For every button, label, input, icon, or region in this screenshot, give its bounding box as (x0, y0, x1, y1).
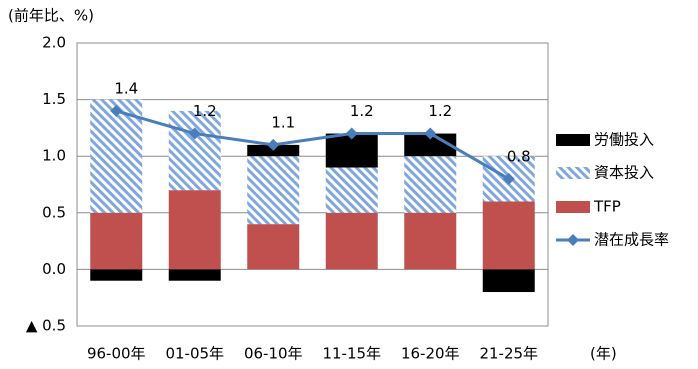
y-tick-label: 1.0 (42, 147, 66, 165)
legend-marker (567, 234, 579, 246)
data-label: 1.1 (271, 113, 295, 131)
plot-frame (76, 42, 549, 327)
line (115, 109, 510, 181)
y-axis-label: (前年比、%) (8, 7, 94, 25)
bar-segment (247, 224, 300, 270)
bar-segment (404, 156, 457, 213)
x-tick-label: 21-25年 (479, 345, 538, 363)
bar-segment (168, 110, 221, 191)
x-tick-label: 06-10年 (244, 345, 303, 363)
bar-segment (247, 156, 300, 225)
y-tick-label: 0.5 (42, 203, 66, 221)
data-label: 1.2 (193, 102, 217, 120)
line-marker (188, 127, 201, 140)
bar-segment (482, 201, 535, 270)
legend-label: 潜在成長率 (594, 231, 669, 249)
x-tick-label: 16-20年 (401, 345, 460, 363)
bar-segment (90, 269, 143, 281)
bar-segment (404, 133, 457, 157)
data-label: 1.2 (350, 102, 374, 120)
line-marker (424, 127, 437, 140)
bar-segment (325, 212, 378, 270)
data-label: 1.2 (428, 102, 452, 120)
y-tick-label: 2.0 (42, 34, 66, 52)
legend-swatch (556, 201, 590, 213)
legend-swatch (556, 134, 590, 146)
y-tick-label: ▲ 0.5 (26, 317, 66, 335)
line-marker (502, 172, 515, 185)
bar-segment (168, 269, 221, 281)
legend-label: 労働投入 (594, 131, 654, 149)
x-tick-label: 01-05年 (165, 345, 224, 363)
legend-label: 資本投入 (594, 164, 654, 182)
bar-segment (90, 99, 143, 213)
line-marker (110, 104, 123, 117)
x-tick-label: 96-00年 (87, 345, 146, 363)
line-marker (345, 127, 358, 140)
bar-segment (325, 167, 378, 213)
x-tick-label: 11-15年 (322, 345, 381, 363)
bar-segment (404, 212, 457, 270)
data-label: 0.8 (507, 147, 531, 165)
legend-swatch (556, 167, 590, 179)
bar-segment (482, 269, 535, 293)
x-axis-label: (年) (590, 345, 617, 363)
y-tick-label: 1.5 (42, 90, 66, 108)
legend-label: TFP (593, 198, 621, 216)
bar-segment (168, 190, 221, 270)
y-tick-label: 0.0 (42, 260, 66, 278)
bar-segment (90, 212, 143, 270)
data-label: 1.4 (114, 79, 138, 97)
line-marker (267, 138, 280, 151)
